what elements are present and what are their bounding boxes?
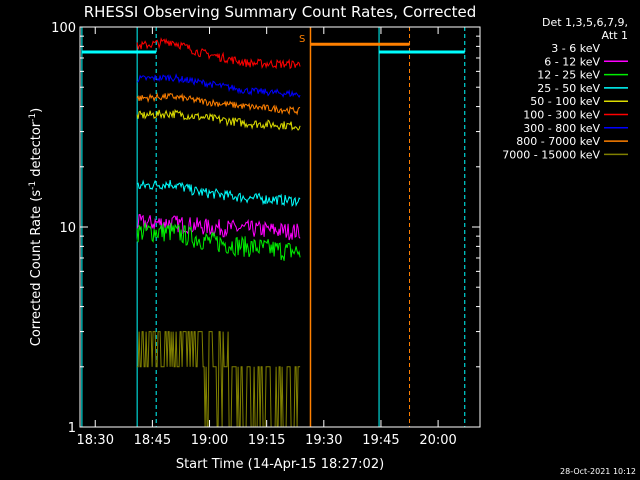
series-800-7000-kev (136, 92, 301, 116)
x-axis-label: Start Time (14-Apr-15 18:27:02) (176, 457, 384, 472)
x-tick-label: 19:00 (191, 433, 228, 448)
legend-label: 100 - 300 keV (523, 109, 600, 122)
series-line (136, 227, 301, 246)
legend-label: 25 - 50 keV (537, 82, 600, 95)
x-axis: 18:30 18:45 19:00 19:15 19:30 19:45 20:00 (77, 27, 457, 448)
legend-label: 12 - 25 keV (537, 69, 600, 82)
y-axis-label-part-3: ) (29, 108, 44, 113)
y-tick-label: 1 (68, 421, 76, 436)
y-axis-label-part-2: detector (29, 121, 44, 181)
legend-header-line-2: Att 1 (602, 29, 628, 42)
x-tick-label: 18:45 (134, 433, 171, 448)
legend-label: 300 - 800 keV (523, 122, 600, 135)
y-tick-label: 10 (59, 221, 76, 236)
series-line (136, 214, 301, 241)
series-25-50-kev (136, 179, 301, 207)
x-tick-label: 18:30 (77, 433, 114, 448)
legend-label: 7000 - 15000 keV (502, 148, 600, 161)
x-tick-label: 19:15 (248, 433, 285, 448)
y-tick-label: 100 (51, 21, 76, 36)
y-axis-label-sup-1: -1 (28, 181, 38, 190)
series-300-800-kev (137, 73, 301, 98)
legend-label: 6 - 12 keV (544, 55, 600, 68)
series-line (136, 108, 301, 131)
x-tick-label: 19:30 (305, 433, 342, 448)
series-line (137, 73, 301, 98)
chart-marks: S (81, 27, 466, 428)
series-100-300-kev (136, 37, 301, 70)
series-6-12-kev (136, 214, 301, 241)
x-tick-label: 19:45 (362, 433, 399, 448)
legend-label: 800 - 7000 keV (516, 135, 600, 148)
chart-title: RHESSI Observing Summary Count Rates, Co… (84, 3, 477, 21)
series-line (136, 37, 301, 70)
series-line (136, 179, 301, 207)
legend-label: 3 - 6 keV (551, 42, 600, 55)
series-12-25-kev (136, 222, 301, 261)
series-line (136, 92, 301, 116)
y-axis-label-part-1: Corrected Count Rate (s (29, 190, 44, 347)
saa-flag-label: S (299, 34, 305, 45)
x-tick-label: 20:00 (419, 433, 456, 448)
y-axis-label-sup-2: -1 (28, 113, 38, 122)
series-3-6-kev (136, 227, 301, 246)
legend-header-line-1: Det 1,3,5,6,7,9, (542, 16, 628, 29)
timestamp-label: 28-Oct-2021 10:12 (560, 467, 636, 476)
y-axis: 1 10 100 (51, 21, 480, 436)
series-50-100-kev (136, 108, 301, 131)
y-axis-label: Corrected Count Rate (s-1 detector-1) (28, 108, 44, 346)
legend-label: 50 - 100 keV (530, 95, 600, 108)
series-line (136, 222, 301, 261)
